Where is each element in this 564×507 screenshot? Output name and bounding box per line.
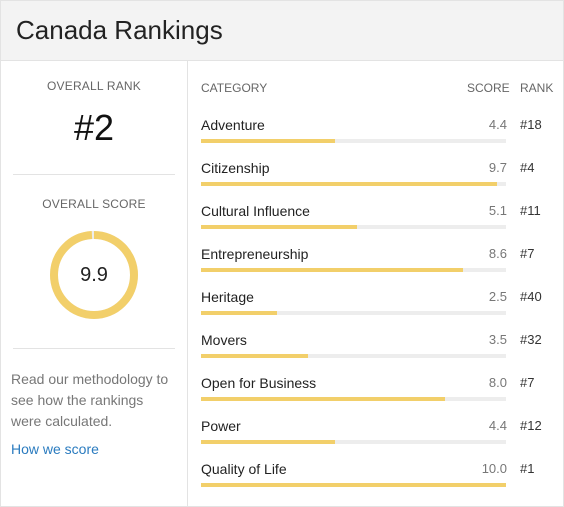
category-rank: #7 xyxy=(520,375,535,390)
score-bar-track xyxy=(201,483,506,487)
category-score: 10.0 xyxy=(481,461,507,476)
category-rank: #4 xyxy=(520,160,535,175)
table-row: Open for Business 8.0 #7 xyxy=(201,371,563,414)
score-bar-fill xyxy=(201,483,506,487)
score-bar-fill xyxy=(201,225,357,229)
score-bar-fill xyxy=(201,182,497,186)
category-rows: Adventure 4.4 #18 Citizenship 9.7 #4 Cultural … xyxy=(201,113,563,500)
category-name: Open for Business xyxy=(201,375,317,391)
overall-panel: OVERALL RANK #2 OVERALL SCORE 9.9 Read o… xyxy=(1,61,188,507)
table-row: Quality of Life 10.0 #1 xyxy=(201,457,563,500)
category-rank: #11 xyxy=(520,203,541,218)
category-table: CATEGORY SCORE RANK Adventure 4.4 #18 Citiz… xyxy=(188,61,563,507)
category-rank: #7 xyxy=(520,246,535,261)
category-rank: #1 xyxy=(520,461,535,476)
table-header: CATEGORY SCORE RANK xyxy=(201,61,563,113)
header: Canada Rankings xyxy=(1,1,563,61)
category-rank: #32 xyxy=(520,332,542,347)
score-column-header: SCORE xyxy=(467,81,510,95)
rank-column-header: RANK xyxy=(520,81,554,95)
score-bar-track xyxy=(201,311,506,315)
overall-score-block: OVERALL SCORE 9.9 xyxy=(13,175,175,349)
overall-score-label: OVERALL SCORE xyxy=(42,197,146,211)
score-bar-track xyxy=(201,182,506,186)
category-score: 8.6 xyxy=(488,246,507,261)
category-column-header: CATEGORY xyxy=(201,81,268,95)
table-row: Power 4.4 #12 xyxy=(201,414,563,457)
category-name: Power xyxy=(201,418,241,434)
score-bar-fill xyxy=(201,268,464,272)
page-title: Canada Rankings xyxy=(16,15,223,45)
score-bar-fill xyxy=(201,397,445,401)
category-score: 2.5 xyxy=(488,289,507,304)
category-rank: #12 xyxy=(520,418,542,433)
score-bar-track xyxy=(201,268,506,272)
category-score: 4.4 xyxy=(488,117,507,132)
category-score: 8.0 xyxy=(488,375,507,390)
overall-rank-value: #2 xyxy=(73,107,115,148)
table-row: Cultural Influence 5.1 #11 xyxy=(201,199,563,242)
category-name: Adventure xyxy=(201,117,265,133)
gauge-fill xyxy=(50,231,138,319)
methodology-text: Read our methodology to see how the rank… xyxy=(11,371,169,429)
category-score: 5.1 xyxy=(488,203,507,218)
category-name: Entrepreneurship xyxy=(201,246,309,262)
category-rank: #18 xyxy=(520,117,542,132)
category-name: Citizenship xyxy=(201,160,270,176)
score-bar-track xyxy=(201,354,506,358)
score-bar-fill xyxy=(201,139,336,143)
score-bar-fill xyxy=(201,311,278,315)
overall-score-value: 9.9 xyxy=(80,263,108,286)
category-rank: #40 xyxy=(520,289,542,304)
score-gauge: 9.9 xyxy=(48,229,140,321)
table-row: Heritage 2.5 #40 xyxy=(201,285,563,328)
table-row: Entrepreneurship 8.6 #7 xyxy=(201,242,563,285)
how-we-score-link[interactable]: How we score xyxy=(11,441,99,457)
category-name: Movers xyxy=(201,332,247,348)
category-name: Cultural Influence xyxy=(201,203,310,219)
overall-rank-block: OVERALL RANK #2 xyxy=(13,61,175,175)
score-bar-track xyxy=(201,225,506,229)
table-row: Citizenship 9.7 #4 xyxy=(201,156,563,199)
widget-body: OVERALL RANK #2 OVERALL SCORE 9.9 Read o… xyxy=(1,61,563,507)
score-bar-track xyxy=(201,397,506,401)
category-score: 4.4 xyxy=(488,418,507,433)
score-bar-fill xyxy=(201,440,336,444)
table-row: Movers 3.5 #32 xyxy=(201,328,563,371)
table-row: Adventure 4.4 #18 xyxy=(201,113,563,156)
category-name: Heritage xyxy=(201,289,254,305)
score-bar-track xyxy=(201,139,506,143)
category-score: 3.5 xyxy=(488,332,507,347)
overall-rank-label: OVERALL RANK xyxy=(47,79,141,93)
category-score: 9.7 xyxy=(488,160,507,175)
score-gauge-ring xyxy=(50,231,138,319)
category-name: Quality of Life xyxy=(201,461,287,477)
score-bar-track xyxy=(201,440,506,444)
score-bar-fill xyxy=(201,354,308,358)
